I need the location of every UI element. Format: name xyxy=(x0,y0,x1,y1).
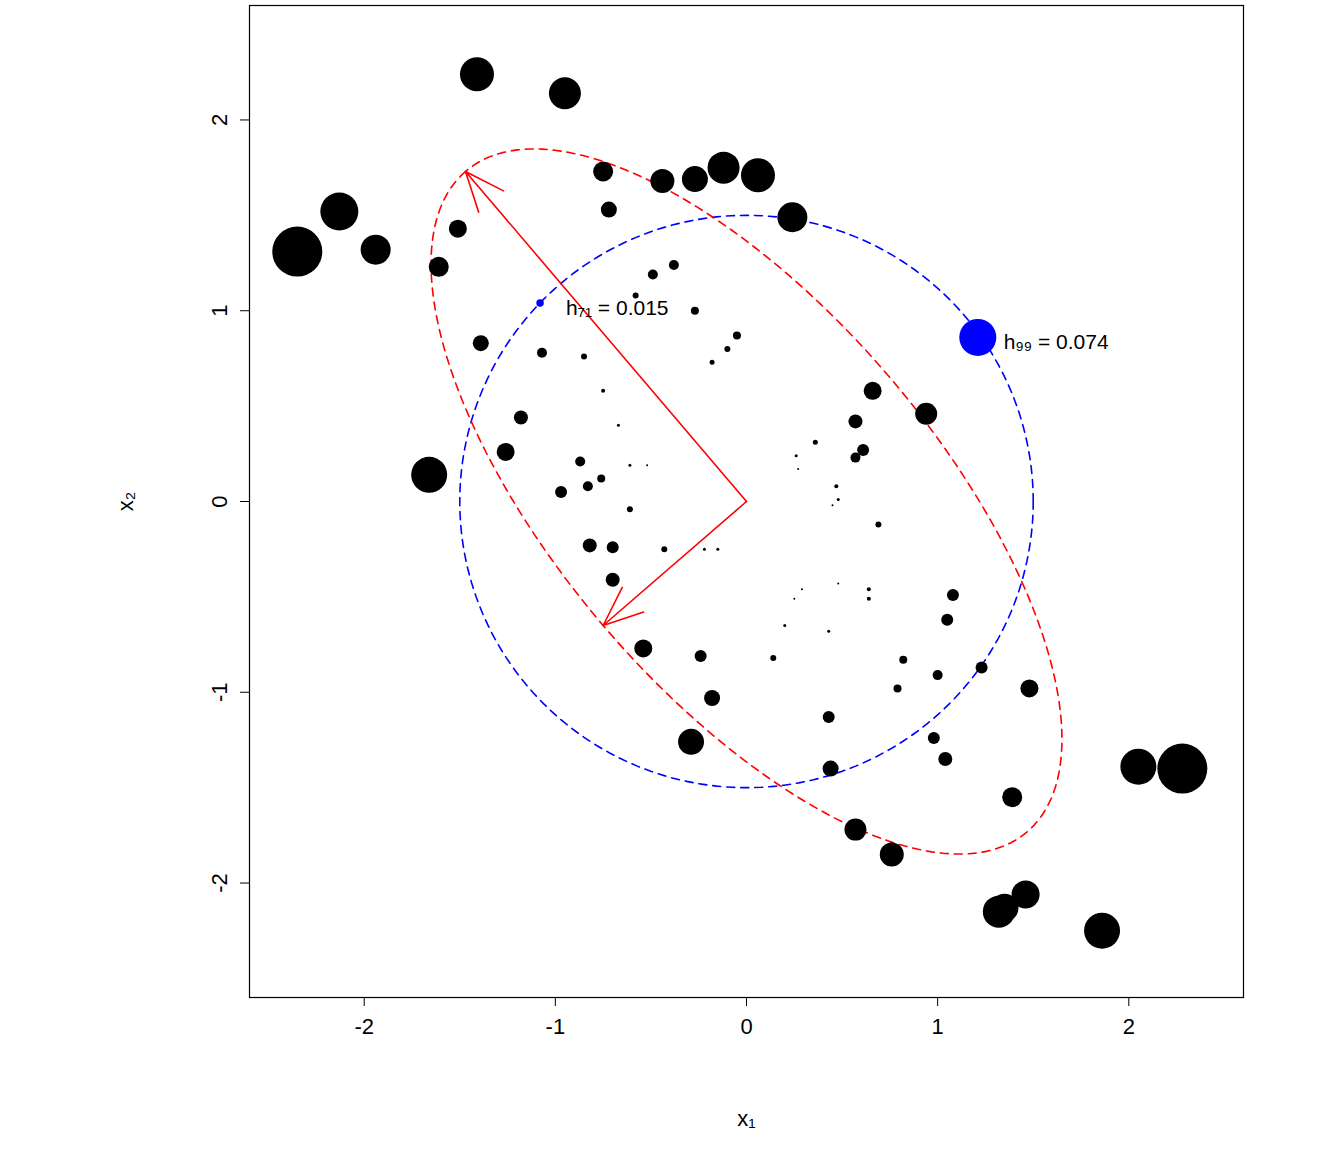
svg-text:1: 1 xyxy=(932,1014,944,1039)
svg-text:-2: -2 xyxy=(354,1014,374,1039)
svg-text:h₇₁ = 0.015: h₇₁ = 0.015 xyxy=(566,296,668,319)
svg-text:0: 0 xyxy=(740,1014,752,1039)
svg-text:2: 2 xyxy=(1123,1014,1135,1039)
svg-text:-1: -1 xyxy=(546,1014,566,1039)
svg-text:2: 2 xyxy=(207,114,232,126)
svg-text:-2: -2 xyxy=(207,873,232,893)
svg-text:1: 1 xyxy=(207,305,232,317)
svg-text:x₁: x₁ xyxy=(737,1106,755,1131)
svg-text:h₉₉ = 0.074: h₉₉ = 0.074 xyxy=(1004,330,1109,353)
svg-text:x₂: x₂ xyxy=(113,492,138,512)
svg-text:0: 0 xyxy=(207,495,232,507)
svg-text:-1: -1 xyxy=(207,682,232,702)
